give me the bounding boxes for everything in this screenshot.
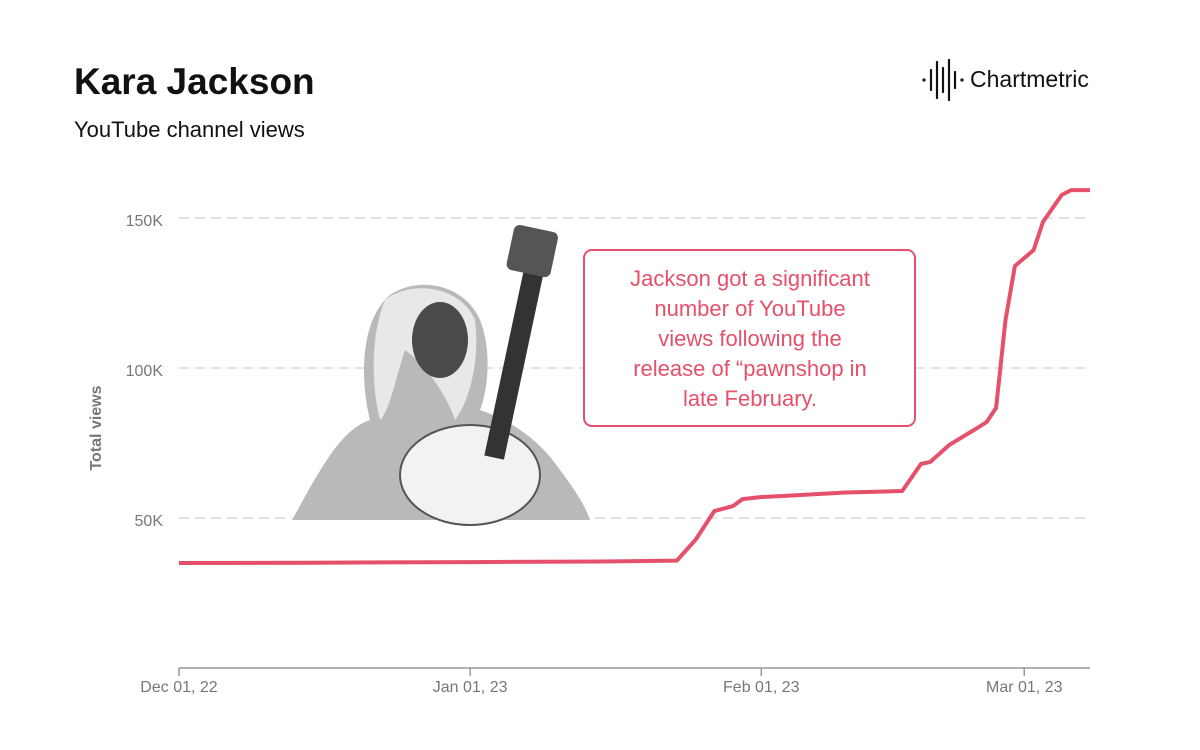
x-tick-label: Mar 01, 23 — [986, 679, 1063, 696]
chart-subtitle: YouTube channel views — [74, 117, 305, 142]
artist-photo — [292, 225, 590, 526]
chart-title: Kara Jackson — [74, 61, 315, 102]
y-tick-label: 50K — [135, 513, 164, 530]
y-tick-label: 100K — [126, 363, 164, 380]
annotation-text: views following the — [658, 326, 841, 351]
brand-logo — [922, 58, 964, 102]
x-tick-label: Jan 01, 23 — [433, 679, 508, 696]
x-tick-label: Dec 01, 22 — [140, 679, 217, 696]
annotation-box — [583, 249, 916, 427]
annotation-text: release of “pawnshop in — [633, 356, 867, 381]
data-line — [178, 188, 1090, 565]
y-tick-label: 150K — [126, 213, 164, 230]
annotation-text: number of YouTube — [654, 296, 845, 321]
annotation-text: late February. — [683, 386, 817, 411]
x-tick-label: Feb 01, 23 — [723, 679, 800, 696]
brand-name: Chartmetric — [970, 66, 1089, 92]
annotation-text: Jackson got a significant — [630, 266, 870, 291]
y-axis-label: Total views — [88, 385, 105, 470]
